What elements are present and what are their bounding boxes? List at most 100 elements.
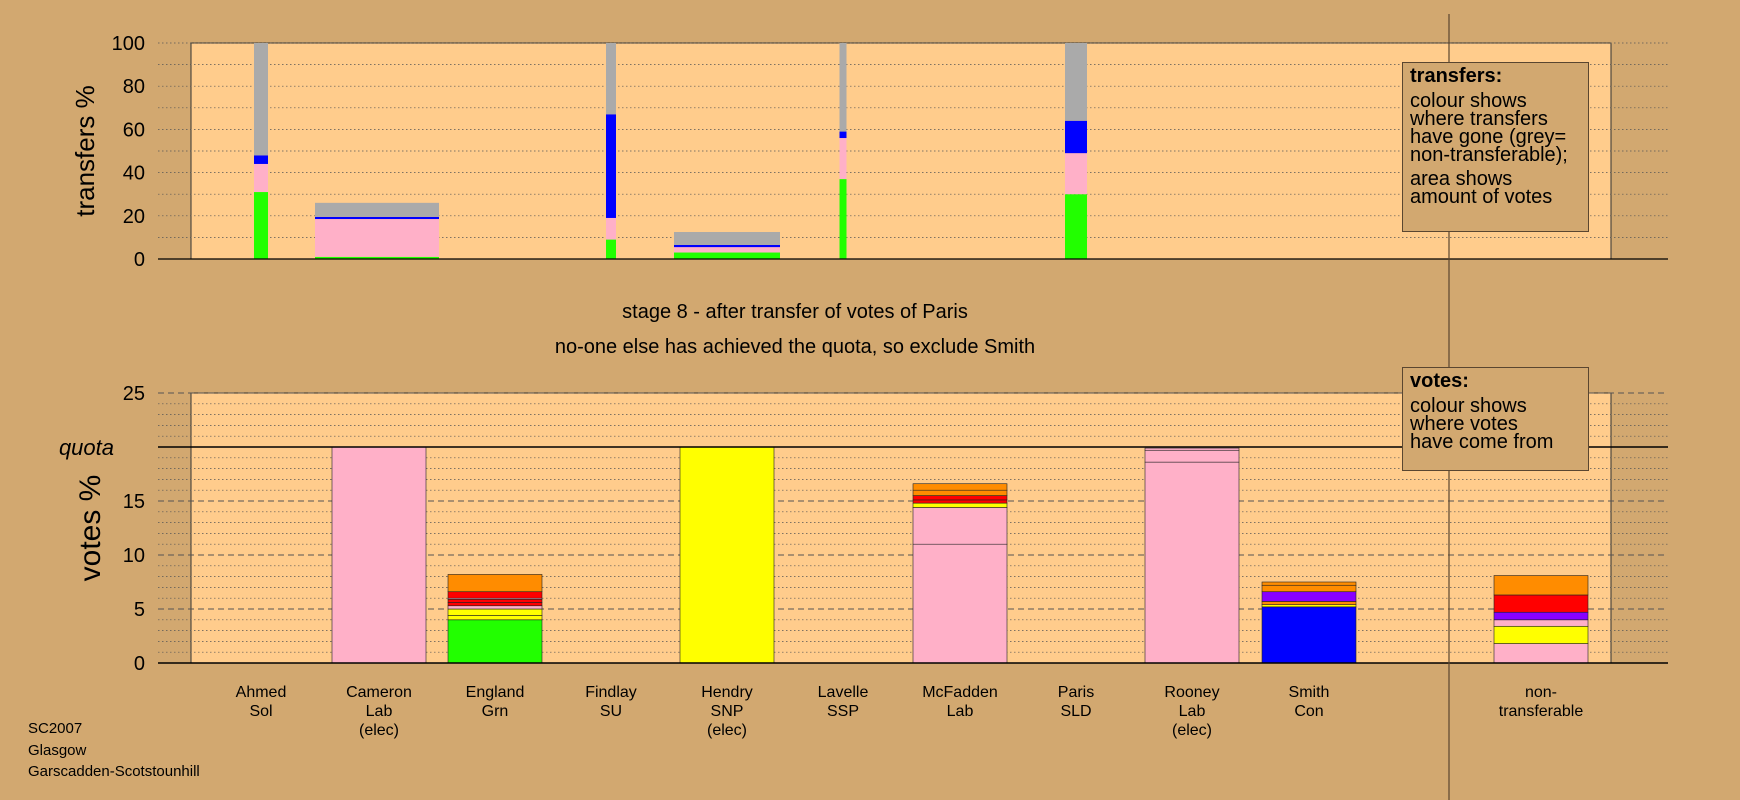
transfer-segment-hendry bbox=[674, 244, 780, 248]
candidate-label: SNP bbox=[711, 703, 744, 720]
transfer-segment-ahmed bbox=[254, 155, 268, 164]
vote-segment-non-transferable bbox=[1493, 575, 1589, 596]
transfers-y-tick: 80 bbox=[123, 76, 145, 98]
candidate-label: Smith bbox=[1289, 684, 1330, 701]
vote-segment-smith bbox=[1261, 604, 1357, 608]
transfers-y-tick: 20 bbox=[123, 206, 145, 228]
footer: SC2007 Glasgow Garscadden-Scotstounhill bbox=[28, 718, 200, 783]
transfers-y-tick: 100 bbox=[112, 33, 145, 55]
vote-segment-england bbox=[447, 608, 543, 616]
candidate-label: Lavelle bbox=[818, 684, 869, 701]
transfers-legend-title: transfers: bbox=[1410, 65, 1503, 87]
candidate-label: non- bbox=[1525, 684, 1557, 701]
candidate-label: Grn bbox=[482, 703, 509, 720]
candidate-label: Con bbox=[1294, 703, 1323, 720]
vote-segment-smith bbox=[1261, 581, 1357, 586]
vote-segment-mcfadden bbox=[912, 495, 1008, 501]
vote-segment-mcfadden bbox=[912, 502, 1008, 508]
votes-plot-area bbox=[190, 392, 1612, 664]
vote-segment-england bbox=[447, 602, 543, 607]
vote-segment-rooney bbox=[1144, 449, 1240, 463]
transfer-segment-hendry bbox=[674, 252, 780, 259]
candidate-label: Hendry bbox=[701, 684, 753, 701]
vote-segment-mcfadden bbox=[912, 543, 1008, 664]
transfer-segment-findlay bbox=[606, 43, 616, 115]
transfers-legend: transfers: colour shows where transfers … bbox=[1402, 62, 1589, 232]
candidate-label: Cameron bbox=[346, 684, 412, 701]
transfer-segment-lavelle bbox=[839, 131, 847, 139]
transfer-segment-cameron bbox=[315, 256, 439, 259]
transfers-y-tick: 40 bbox=[123, 163, 145, 185]
votes-y-label: votes % bbox=[74, 475, 107, 582]
votes-y-tick: 15 bbox=[123, 491, 145, 513]
votes-chart bbox=[331, 446, 1589, 664]
vote-segment-cameron bbox=[331, 446, 427, 664]
transfer-segment-findlay bbox=[606, 217, 616, 240]
transfer-segment-paris bbox=[1065, 43, 1087, 121]
candidate-label: Lab bbox=[1179, 703, 1206, 720]
votes-y-tick: 10 bbox=[123, 545, 145, 567]
votes-legend: votes: colour shows where votes have com… bbox=[1402, 367, 1589, 471]
transfer-segment-cameron bbox=[315, 219, 439, 257]
candidate-label: transferable bbox=[1499, 703, 1584, 720]
candidate-label: Paris bbox=[1058, 684, 1094, 701]
footer-ward: Garscadden-Scotstounhill bbox=[28, 763, 200, 780]
votes-y-tick: 5 bbox=[134, 599, 145, 621]
transfer-segment-paris bbox=[1065, 153, 1087, 195]
votes-legend-line: have come from bbox=[1410, 431, 1554, 453]
vote-segment-mcfadden bbox=[912, 483, 1008, 491]
footer-council: Glasgow bbox=[28, 741, 87, 759]
transfer-segment-cameron bbox=[315, 216, 439, 220]
vote-segment-england bbox=[447, 591, 543, 599]
transfers-legend-line: where transfers bbox=[1410, 108, 1548, 130]
transfer-segment-paris bbox=[1065, 194, 1087, 259]
vote-segment-hendry bbox=[679, 446, 775, 664]
votes-legend-line: colour shows bbox=[1410, 395, 1527, 417]
vote-segment-mcfadden bbox=[912, 499, 1008, 504]
transfer-segment-hendry bbox=[674, 232, 780, 245]
transfer-segment-ahmed bbox=[254, 192, 268, 259]
vote-segment-smith bbox=[1261, 601, 1357, 605]
action-text: no-one else has achieved the quota, so e… bbox=[555, 336, 1035, 358]
vote-segment-non-transferable bbox=[1493, 643, 1589, 664]
vote-segment-smith bbox=[1261, 584, 1357, 593]
transfers-chart bbox=[254, 43, 1087, 259]
vote-segment-mcfadden bbox=[912, 507, 1008, 545]
candidate-label: Lab bbox=[366, 703, 393, 720]
transfers-legend-line: non-transferable); bbox=[1410, 144, 1568, 166]
candidate-label: Ahmed bbox=[236, 684, 287, 701]
vote-segment-smith bbox=[1261, 606, 1357, 664]
quota-label: quota bbox=[59, 435, 114, 460]
transfer-segment-hendry bbox=[674, 247, 780, 253]
vote-segment-non-transferable bbox=[1493, 611, 1589, 621]
vote-segment-england bbox=[447, 619, 543, 664]
transfer-segment-cameron bbox=[315, 202, 439, 217]
candidate-label: (elec) bbox=[707, 722, 747, 739]
transfers-y-tick: 0 bbox=[134, 249, 145, 271]
transfer-segment-lavelle bbox=[839, 138, 847, 180]
vote-segment-england bbox=[447, 615, 543, 621]
vote-segment-smith bbox=[1261, 591, 1357, 602]
candidate-label: SSP bbox=[827, 703, 859, 720]
transfer-segment-ahmed bbox=[254, 163, 268, 193]
candidate-label: (elec) bbox=[359, 722, 399, 739]
votes-legend-title: votes: bbox=[1410, 370, 1469, 392]
transfers-legend-line: amount of votes bbox=[1410, 186, 1553, 208]
footer-election: SC2007 bbox=[28, 720, 83, 737]
vote-segment-england bbox=[447, 598, 543, 603]
vote-segment-england bbox=[447, 574, 543, 593]
candidate-label: Findlay bbox=[585, 684, 637, 701]
transfer-segment-lavelle bbox=[839, 179, 847, 259]
vote-segment-non-transferable bbox=[1493, 594, 1589, 613]
transfer-segment-ahmed bbox=[254, 43, 268, 156]
transfer-segment-findlay bbox=[606, 114, 616, 218]
candidate-label: McFadden bbox=[922, 684, 998, 701]
candidate-label: Sol bbox=[249, 703, 272, 720]
candidate-label: Lab bbox=[947, 703, 974, 720]
transfer-segment-lavelle bbox=[839, 43, 847, 132]
votes-y-tick: 25 bbox=[123, 383, 145, 405]
vote-segment-rooney bbox=[1144, 461, 1240, 664]
vote-segment-mcfadden bbox=[912, 489, 1008, 496]
transfers-legend-line: colour shows bbox=[1410, 90, 1527, 112]
